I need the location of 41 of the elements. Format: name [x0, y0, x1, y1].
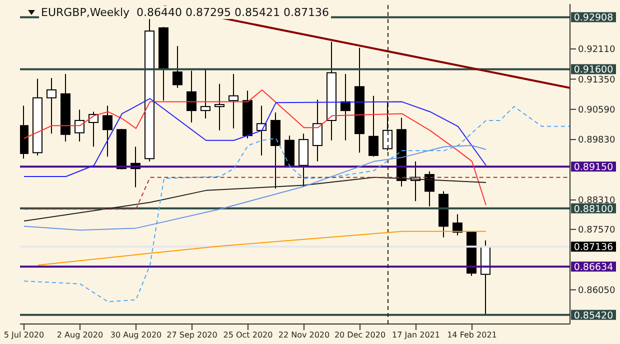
y-tick-label: 0.88310: [578, 196, 616, 206]
line-series: [24, 106, 570, 302]
ref-line-label: 0.85420: [574, 310, 614, 322]
x-tick-label: 5 Jul 2020: [4, 330, 44, 340]
candlestick: [424, 170, 434, 207]
ref-line-label: 0.86634: [574, 262, 614, 274]
y-tick-label: 0.87570: [578, 226, 616, 236]
ref-line-label: 0.92908: [574, 12, 614, 24]
candlestick: [172, 46, 182, 88]
y-tick-label: 0.91350: [578, 75, 616, 86]
candlestick: [452, 214, 462, 236]
ref-line-label: 0.91600: [574, 64, 614, 76]
x-tick-label: 25 Oct 2020: [223, 330, 273, 340]
candlestick: [214, 83, 224, 131]
candlestick: [102, 105, 112, 158]
candlestick: [200, 68, 210, 119]
candlestick: [228, 73, 238, 129]
candlestick: [46, 77, 56, 134]
x-tick-label: 30 Aug 2020: [110, 330, 162, 340]
candlestick: [256, 105, 266, 156]
candlestick: [74, 109, 84, 142]
y-tick-label: 0.90590: [578, 106, 616, 116]
line-series: [24, 145, 486, 231]
x-tick-label: 2 Aug 2020: [56, 330, 104, 340]
candlestick: [186, 70, 196, 123]
ref-line-label: 0.88100: [574, 204, 614, 215]
x-tick-label: 22 Nov 2020: [278, 330, 330, 340]
line-series: [38, 230, 486, 266]
candlestick: [312, 99, 322, 162]
y-tick-label: 0.89830: [578, 136, 616, 146]
chart-title: EURGBP,Weekly 0.86440 0.87295 0.85421 0.87136: [39, 6, 331, 19]
x-tick-label: 17 Jan 2021: [392, 330, 440, 340]
x-tick-label: 20 Dec 2020: [334, 330, 386, 340]
x-tick-label: 27 Sep 2020: [166, 330, 218, 340]
ref-line-label: 0.87136: [574, 242, 614, 254]
y-tick-label: 0.86050: [578, 286, 616, 296]
y-tick-label: 0.92110: [578, 45, 616, 56]
ref-line-label: 0.89150: [574, 162, 614, 174]
line-series: [24, 98, 486, 178]
candlestick: [368, 95, 378, 158]
x-tick-label: 14 Feb 2021: [447, 330, 497, 340]
